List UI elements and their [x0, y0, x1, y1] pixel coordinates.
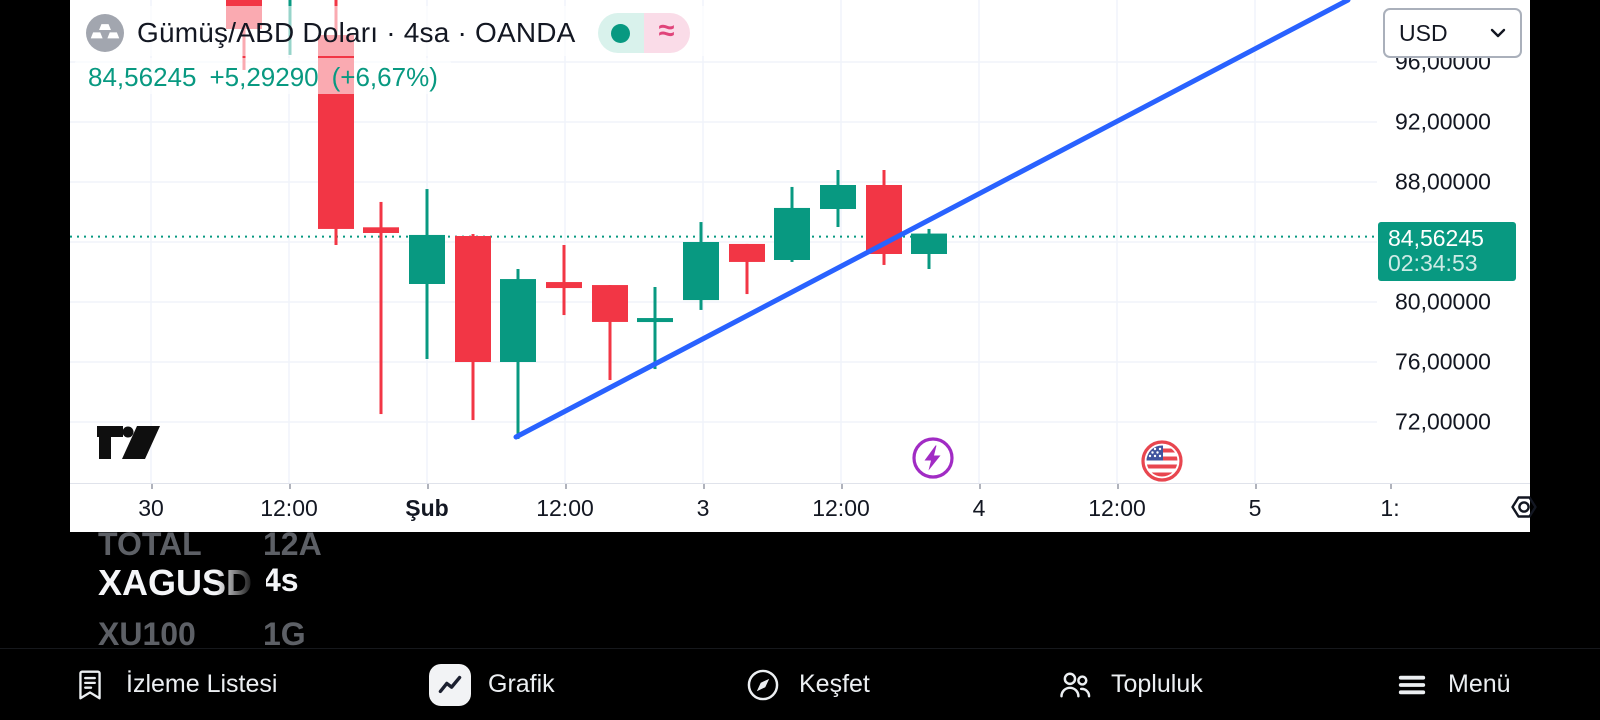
candle-body	[592, 285, 628, 322]
time-axis-label: 4	[972, 495, 986, 521]
time-axis-label: 3	[696, 495, 710, 521]
time-axis-label: 12:00	[1088, 495, 1146, 521]
chevron-down-icon	[1490, 28, 1506, 37]
nav-item-label: Topluluk	[1111, 670, 1203, 698]
picker-interval: 1G	[263, 616, 306, 648]
time-axis-tick	[841, 484, 843, 489]
symbol-interval-picker[interactable]: TOTAL 12A XAGUSD 4s XU100 1G	[98, 532, 358, 648]
price-change: +5,29290	[209, 62, 319, 92]
chart-toolbar: TOTAL 12A XAGUSD 4s XU100 1G	[0, 532, 1600, 648]
price-change-percent: (+6,67%)	[331, 62, 438, 92]
delayed-data-icon: ≈	[658, 14, 675, 47]
market-status-badge[interactable]: ≈	[597, 13, 690, 53]
trendline-drawing[interactable]	[513, 0, 1351, 440]
header-overlay-price	[74, 58, 452, 94]
candle-wick	[745, 243, 749, 295]
nav-item-label: Menü	[1448, 670, 1511, 698]
candle-body	[774, 207, 810, 260]
time-axis-label: 12:00	[260, 495, 318, 521]
price-axis-label: 76,00000	[1395, 348, 1491, 375]
candle-body	[729, 243, 765, 262]
time-axis-tick	[151, 484, 153, 489]
chart-panel: Gümüş/ABD Doları · 4sa · OANDA ≈ 84,5624…	[70, 0, 1537, 532]
candle-body	[683, 242, 719, 301]
time-axis-label: 30	[138, 495, 164, 521]
picker-interval: 4s	[263, 562, 299, 598]
time-axis-label: 12:00	[812, 495, 870, 521]
time-axis-tick	[703, 484, 705, 489]
time-axis-label: Şub	[405, 495, 449, 521]
candle-wick	[379, 201, 383, 415]
nav-item-explore[interactable]: Keşfet	[744, 649, 870, 720]
picker-row-next[interactable]: XU100 1G	[98, 616, 306, 648]
time-axis-tick	[289, 484, 291, 489]
chart-icon	[429, 663, 471, 706]
price-axis-label: 92,00000	[1395, 108, 1491, 135]
last-price: 84,56245	[88, 62, 197, 92]
currency-dropdown[interactable]: USD	[1383, 8, 1522, 58]
nav-item-chart[interactable]: Grafik	[429, 649, 555, 720]
price-axis-label: 72,00000	[1395, 408, 1491, 435]
watchlist-icon	[71, 666, 109, 704]
currency-dropdown-value: USD	[1399, 19, 1448, 46]
quick-settings-hexagon-icon[interactable]	[1508, 491, 1540, 523]
price-row: 84,56245 +5,29290 (+6,67%)	[88, 62, 438, 93]
candle-body	[500, 279, 536, 362]
candle-body	[409, 234, 445, 284]
candle-body	[546, 282, 582, 289]
time-axis-label: 5	[1248, 495, 1262, 521]
nav-item-label: Keşfet	[799, 670, 870, 698]
time-axis-label: 12:00	[536, 495, 594, 521]
explore-icon	[744, 666, 782, 704]
time-axis-tick	[565, 484, 567, 489]
candle-countdown: 02:34:53	[1388, 250, 1478, 276]
picker-symbol: XU100	[98, 616, 196, 648]
candle-body	[363, 227, 399, 233]
last-price-tag: 84,56245 02:34:53	[1378, 222, 1516, 281]
price-axis-label: 88,00000	[1395, 168, 1491, 195]
bottom-navigation: İzleme Listesi Grafik Keşfet Topluluk Menü	[0, 648, 1600, 720]
candle-body	[911, 233, 947, 254]
nav-item-label: İzleme Listesi	[126, 670, 278, 698]
last-price-tag-value: 84,56245	[1388, 225, 1484, 251]
time-axis-tick	[427, 484, 429, 489]
price-axis-label: 80,00000	[1395, 288, 1491, 315]
candle-body	[820, 185, 856, 209]
nav-item-watchlist[interactable]: İzleme Listesi	[71, 649, 277, 720]
economic-event-flash-icon[interactable]	[911, 436, 955, 480]
time-axis-tick	[979, 484, 981, 489]
candle-body	[637, 318, 673, 323]
candle-wick	[562, 245, 566, 316]
picker-row-prev[interactable]: TOTAL 12A	[98, 532, 322, 563]
time-axis-label: 1:	[1380, 495, 1400, 521]
market-open-dot-icon	[611, 23, 631, 43]
picker-row-current[interactable]: XAGUSD 4s	[98, 562, 299, 604]
time-axis-tick	[1390, 484, 1392, 489]
silver-commodity-icon	[86, 14, 124, 52]
candle-wick	[653, 287, 657, 370]
nav-item-label: Grafik	[488, 670, 555, 698]
community-icon	[1056, 666, 1094, 704]
picker-fade	[216, 558, 266, 608]
time-axis[interactable]: 30 12:00 Şub 12:00 3 12:00 4 12:00 5 1:	[70, 483, 1537, 532]
time-axis-tick	[1255, 484, 1257, 489]
candle-wick	[608, 285, 612, 380]
picker-interval: 12A	[263, 532, 322, 562]
candlestick-chart	[70, 0, 1377, 483]
picker-symbol: TOTAL	[98, 532, 202, 562]
symbol-title[interactable]: Gümüş/ABD Doları · 4sa · OANDA	[137, 17, 576, 48]
candle-body	[455, 236, 491, 362]
nav-item-menu[interactable]: Menü	[1393, 649, 1511, 720]
time-axis-tick	[1117, 484, 1119, 489]
tradingview-logo	[97, 426, 160, 459]
menu-icon	[1393, 666, 1431, 704]
chart-pane[interactable]: Gümüş/ABD Doları · 4sa · OANDA ≈ 84,5624…	[70, 0, 1377, 483]
economic-event-us-flag-icon[interactable]	[1140, 439, 1184, 483]
nav-item-community[interactable]: Topluluk	[1056, 649, 1203, 720]
